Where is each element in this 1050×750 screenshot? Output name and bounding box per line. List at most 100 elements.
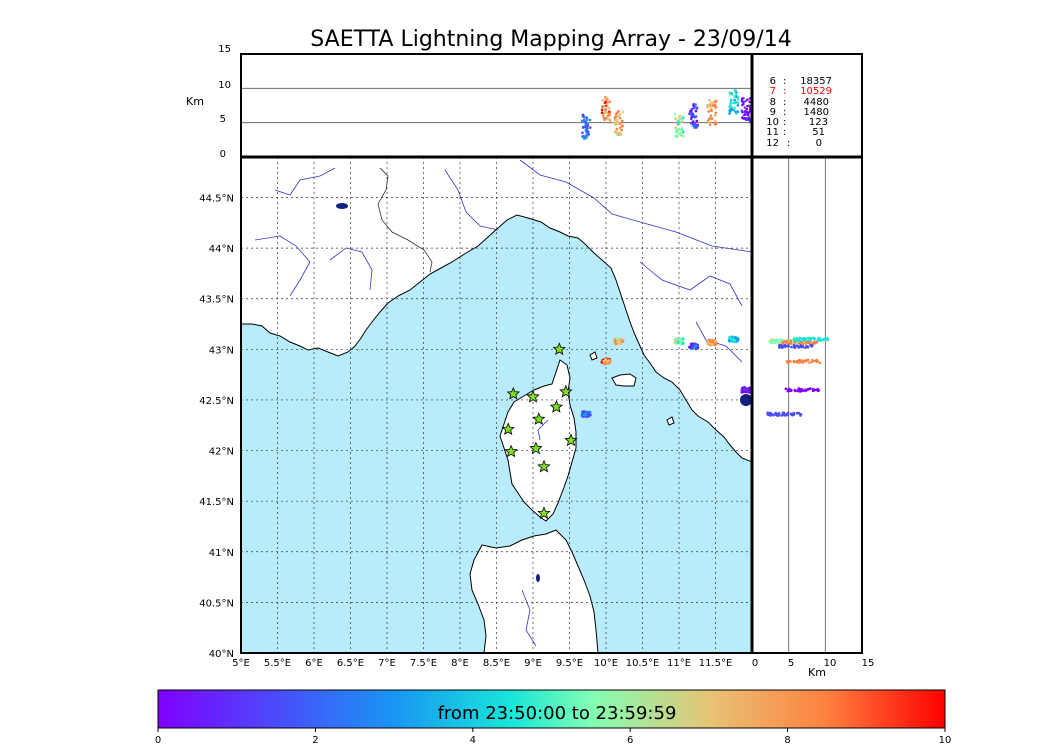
lightning-point xyxy=(676,340,680,344)
lon-tick-label: 9.5°E xyxy=(556,658,583,669)
lat-tick-label: 40°N xyxy=(209,649,234,660)
lon-tick-label: 8°E xyxy=(451,658,469,669)
side-point xyxy=(793,340,797,344)
altitude-point xyxy=(678,114,681,118)
lat-tick-label: 40.5°N xyxy=(199,598,234,609)
altitude-point xyxy=(740,97,744,101)
altitude-point xyxy=(744,99,748,103)
side-point xyxy=(816,338,820,342)
side-point xyxy=(778,338,782,342)
side-point xyxy=(815,388,819,392)
altitude-point xyxy=(694,109,698,113)
altitude-point xyxy=(708,99,711,102)
map-grid xyxy=(241,157,752,653)
lightning-point xyxy=(694,344,698,348)
altitude-point xyxy=(584,123,588,127)
count-row-value: 1480 xyxy=(804,107,829,118)
side-point xyxy=(801,342,804,346)
count-row: 10 : 123 xyxy=(766,117,828,128)
altitude-point xyxy=(679,128,683,131)
altitude-point xyxy=(585,134,589,138)
side-point xyxy=(790,413,794,417)
lat-tick-label: 44°N xyxy=(209,244,234,255)
altitude-point xyxy=(608,113,611,117)
altitude-point xyxy=(621,110,625,114)
elba-island xyxy=(611,373,637,387)
side-point xyxy=(817,336,821,340)
alt-tick-0: 0 xyxy=(220,149,226,160)
side-point xyxy=(796,360,800,364)
altitude-point xyxy=(584,128,588,132)
altitude-point xyxy=(696,106,699,110)
side-point xyxy=(818,361,822,365)
side-point xyxy=(797,342,801,345)
altitude-point xyxy=(707,110,711,113)
count-row-value: 4480 xyxy=(804,97,829,108)
count-row: 11 : 51 xyxy=(766,127,825,138)
altitude-point xyxy=(747,116,751,119)
altitude-point xyxy=(732,101,735,105)
lightning-point xyxy=(613,339,617,343)
side-point xyxy=(792,411,796,415)
side-point xyxy=(804,388,807,392)
altitude-point xyxy=(689,109,692,113)
altitude-point xyxy=(615,131,619,135)
altitude-point xyxy=(619,112,622,116)
station-marker xyxy=(504,444,518,458)
count-row-stations: 9 xyxy=(770,107,776,118)
side-point xyxy=(799,412,803,416)
altitude-point xyxy=(606,103,609,106)
station-marker xyxy=(506,386,520,400)
altitude-point xyxy=(710,117,714,120)
side-point xyxy=(826,338,830,342)
altitude-point xyxy=(729,93,732,97)
map-lightning-points xyxy=(580,335,752,419)
altitude-point xyxy=(729,102,733,106)
lightning-point xyxy=(736,337,740,341)
side-point xyxy=(797,411,801,415)
altitude-point xyxy=(733,106,736,110)
lon-tick-label: 6.5°E xyxy=(337,658,364,669)
altitude-point xyxy=(585,116,588,119)
altitude-point xyxy=(616,120,620,124)
altitude-point xyxy=(714,111,718,115)
lon-tick-label: 11.5°E xyxy=(699,658,733,669)
lat-tick-label: 43.5°N xyxy=(199,295,234,306)
side-point xyxy=(786,411,790,415)
altitude-panel: 15 10 5 0 Km xyxy=(186,44,862,160)
side-point xyxy=(804,337,808,341)
lat-tick-label: 41°N xyxy=(209,548,234,559)
lightning-point xyxy=(741,390,745,394)
altitude-point xyxy=(707,103,710,107)
altitude-point xyxy=(741,110,744,114)
altitude-point xyxy=(695,126,698,129)
side-points xyxy=(766,336,830,417)
altitude-point xyxy=(728,91,732,95)
altitude-point xyxy=(608,111,612,115)
lightning-point xyxy=(678,337,682,341)
altitude-point xyxy=(604,108,607,111)
altitude-point xyxy=(714,122,718,126)
altitude-point xyxy=(673,112,677,116)
altitude-point xyxy=(728,105,731,109)
altitude-point xyxy=(603,101,607,104)
side-point xyxy=(792,343,796,347)
side-point xyxy=(781,411,785,415)
station-marker xyxy=(529,441,543,455)
altitude-point xyxy=(707,120,711,124)
station-marker xyxy=(532,412,546,425)
chart-title: SAETTA Lightning Mapping Array - 23/09/1… xyxy=(310,27,791,52)
lightning-point xyxy=(730,338,734,342)
lon-tick-label: 6°E xyxy=(305,658,323,669)
altitude-point xyxy=(693,122,697,125)
lightning-point xyxy=(582,413,586,417)
lightning-point xyxy=(581,410,585,414)
side-point xyxy=(810,345,814,348)
alt-tick-15: 15 xyxy=(218,44,231,55)
altitude-point xyxy=(608,100,611,104)
altitude-point xyxy=(730,105,733,109)
lightning-point xyxy=(602,359,606,363)
side-point xyxy=(769,411,772,415)
altitude-point xyxy=(602,112,606,115)
altitude-point xyxy=(691,120,695,124)
